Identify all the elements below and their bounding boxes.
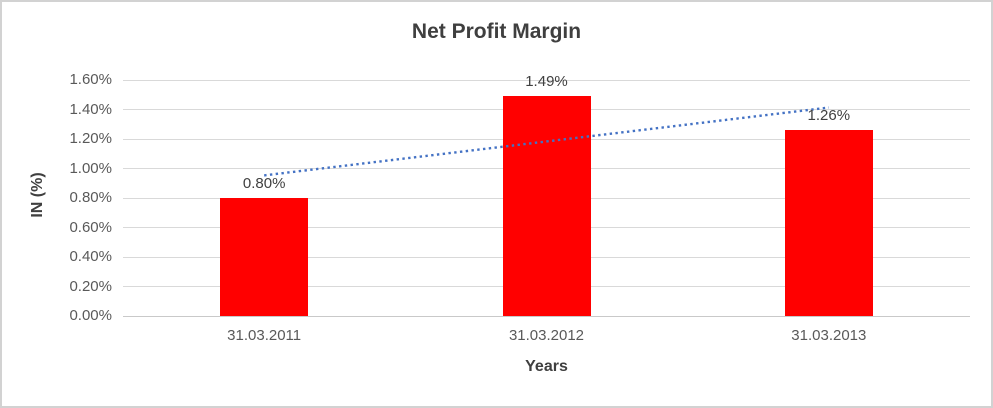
x-tick-label: 31.03.2011 <box>227 327 302 344</box>
y-tick-label: 0.80% <box>69 189 112 206</box>
x-axis-line <box>123 315 970 317</box>
y-tick-label: 1.00% <box>69 159 112 177</box>
x-tick-label: 31.03.2013 <box>791 327 867 344</box>
bar <box>220 198 309 316</box>
gridline <box>123 79 970 81</box>
x-axis-title: Years <box>525 358 568 375</box>
bar <box>784 130 873 316</box>
y-tick-label: 0.60% <box>69 218 112 236</box>
y-tick-label: 0.00% <box>69 307 112 324</box>
y-tick-label: 1.60% <box>69 71 112 88</box>
plot-area <box>123 79 970 317</box>
x-tick-label: 31.03.2012 <box>508 327 585 344</box>
chart-title: Net Profit Margin <box>411 20 582 43</box>
y-tick-label: 1.40% <box>69 100 112 118</box>
y-tick-label: 0.20% <box>69 277 112 295</box>
y-tick-label: 1.20% <box>69 130 112 147</box>
y-tick-label: 0.40% <box>69 248 112 265</box>
bar <box>502 96 591 316</box>
